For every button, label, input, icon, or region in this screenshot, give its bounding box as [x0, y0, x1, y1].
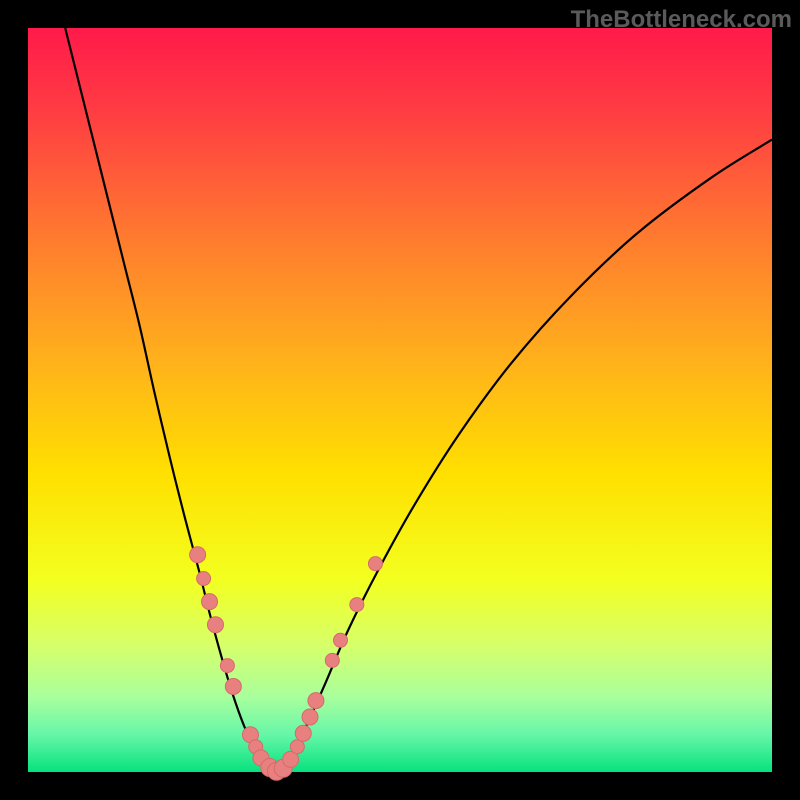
bead-marker — [325, 653, 339, 667]
bead-marker — [302, 709, 318, 725]
bead-marker — [207, 617, 223, 633]
bead-marker — [197, 572, 211, 586]
bead-marker — [368, 557, 382, 571]
bead-marker — [202, 594, 218, 610]
bead-marker — [333, 633, 347, 647]
bead-marker — [225, 678, 241, 694]
chart-canvas: TheBottleneck.com — [0, 0, 800, 800]
bead-marker — [290, 740, 304, 754]
bead-marker — [220, 659, 234, 673]
bead-marker — [350, 598, 364, 612]
bead-marker — [308, 693, 324, 709]
chart-svg — [0, 0, 800, 800]
bead-marker — [295, 725, 311, 741]
watermark-text: TheBottleneck.com — [571, 6, 792, 34]
bead-marker — [190, 547, 206, 563]
plot-background — [28, 28, 772, 772]
